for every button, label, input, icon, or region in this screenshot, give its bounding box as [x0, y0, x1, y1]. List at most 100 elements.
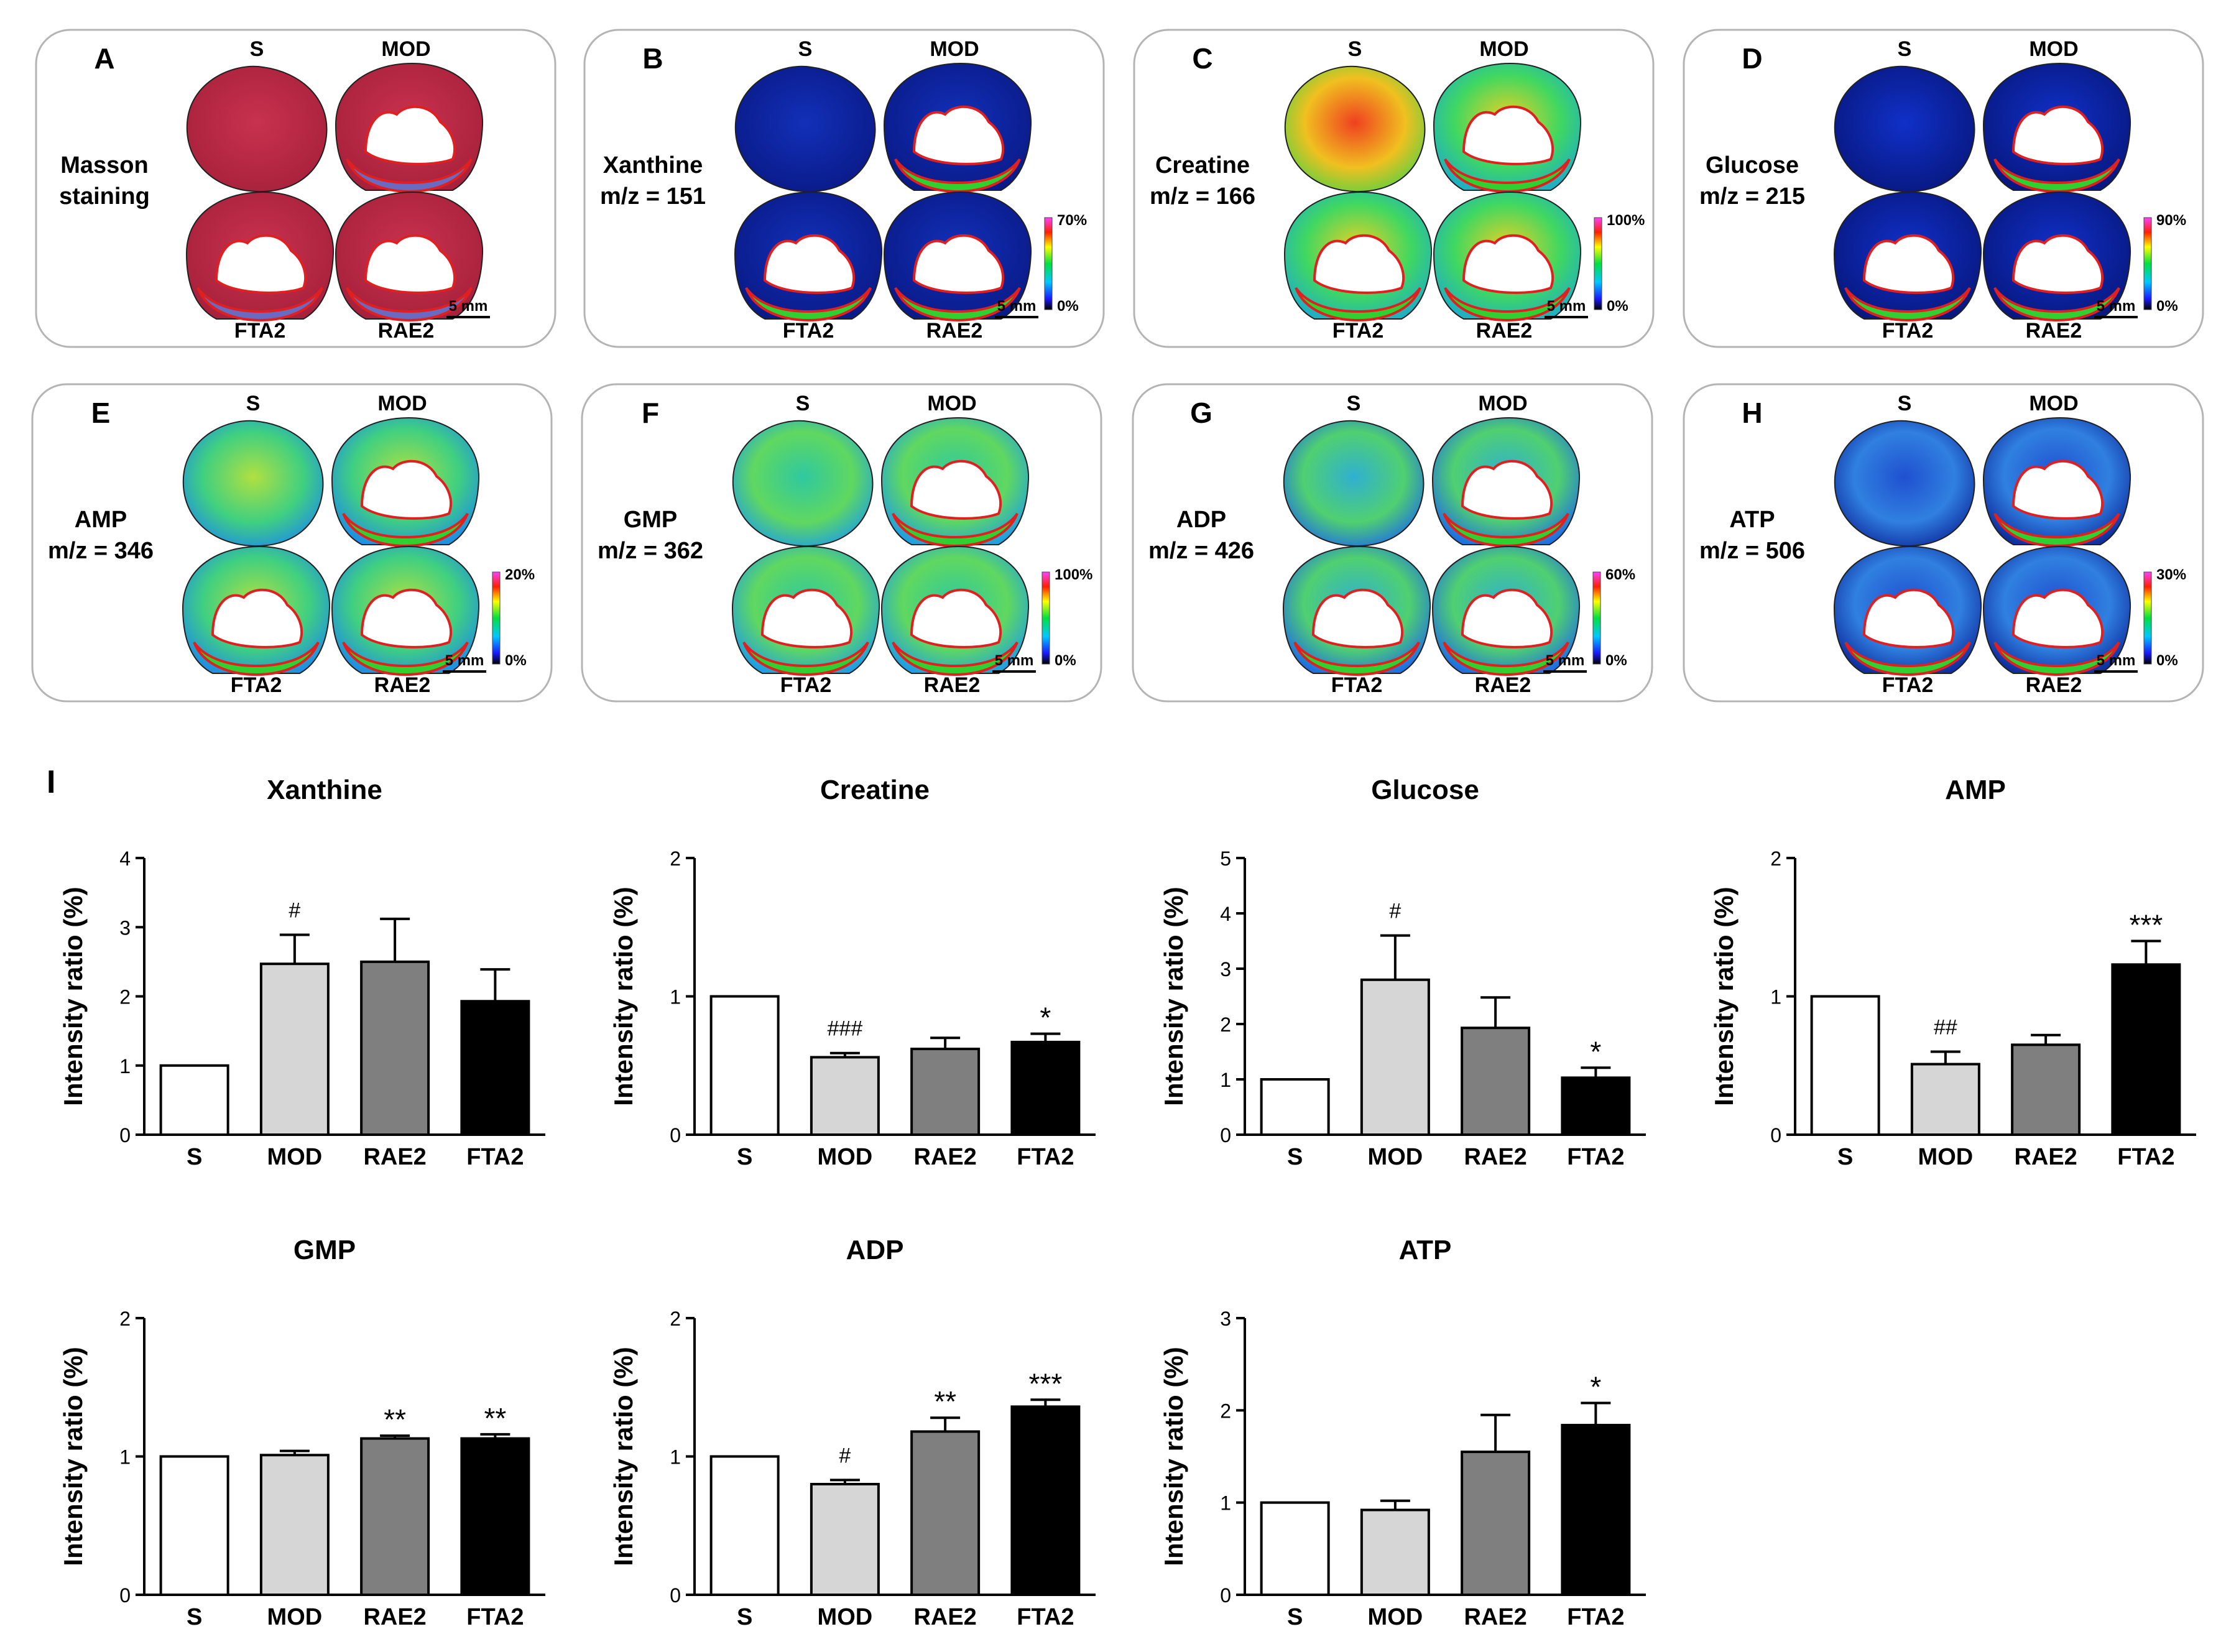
tissue-section	[1982, 417, 2131, 548]
y-axis-label: Intensity ratio (%)	[609, 1347, 638, 1566]
label-mod: MOD	[927, 392, 976, 415]
label-rae2: RAE2	[926, 319, 983, 343]
tissue-image-panels: A Masson staining S MOD FTA2 RAE2 5 mm B Xanthine…	[31, 29, 2204, 703]
label-mod: MOD	[1478, 392, 1527, 415]
metabolite-name: Masson	[60, 152, 148, 178]
bar-fta2	[1561, 1424, 1631, 1596]
bar-s	[159, 1064, 229, 1136]
metabolite-name: ADP	[1176, 507, 1226, 533]
bar-fta2	[1010, 1040, 1081, 1136]
panel-letter: C	[1192, 42, 1212, 75]
x-tick-label: FTA2	[1567, 1604, 1624, 1630]
x-tick-label: MOD	[1918, 1144, 1974, 1170]
bar-fta2	[1561, 1076, 1631, 1136]
x-tick-label: MOD	[818, 1604, 873, 1630]
bar-chart-atp: ATP Intensity ratio (%) 0 1 2 3 S MOD RAE2 FTA2 *	[1159, 1235, 1646, 1630]
panel-letter: F	[642, 397, 659, 429]
metabolite-name: ATP	[1729, 507, 1775, 533]
bar-rae2	[910, 1430, 981, 1596]
y-axis-label: Intensity ratio (%)	[58, 887, 88, 1105]
x-tick-label: RAE2	[913, 1604, 976, 1630]
label-s: S	[1898, 392, 1912, 415]
significance-mark: **	[384, 1403, 406, 1436]
tissue-section	[186, 65, 328, 193]
bar-s	[1810, 995, 1880, 1136]
bar-chart-adp: ADP Intensity ratio (%) 0 1 2 S MOD # RAE2 ** FTA2…	[609, 1235, 1096, 1630]
significance-mark: *	[1040, 1002, 1051, 1034]
x-tick-label: RAE2	[363, 1604, 426, 1630]
label-rae2: RAE2	[924, 673, 981, 697]
colorbar-max: 90%	[2156, 212, 2186, 229]
mz-value: m/z = 215	[1699, 183, 1805, 210]
y-tick-label: 2	[119, 986, 131, 1008]
significance-mark: ***	[1029, 1367, 1063, 1400]
bar-fta2	[460, 1437, 530, 1597]
y-axis-label: Intensity ratio (%)	[1159, 1347, 1188, 1566]
y-tick-label: 1	[1220, 1492, 1231, 1515]
colorbar-min: 0%	[1055, 652, 1076, 669]
y-tick-label: 1	[670, 986, 681, 1008]
y-tick-label: 0	[670, 1124, 681, 1147]
colorbar-min: 0%	[2156, 298, 2178, 315]
label-fta2: FTA2	[1882, 319, 1933, 343]
bar-rae2	[1461, 1027, 1531, 1137]
tissue-section	[1433, 62, 1582, 193]
y-tick-label: 0	[119, 1584, 131, 1607]
label-s: S	[798, 37, 813, 61]
x-tick-label: S	[1287, 1604, 1303, 1630]
tissue-section	[731, 545, 880, 676]
scale-bar-label: 5 mm	[997, 298, 1037, 315]
metabolite-name: GMP	[624, 507, 678, 533]
tissue-section	[1284, 65, 1426, 193]
mz-value: m/z = 151	[600, 183, 706, 210]
scale-bar-label: 5 mm	[2097, 652, 2136, 669]
y-tick-label: 5	[1220, 847, 1231, 870]
label-s: S	[796, 392, 810, 415]
mz-value: m/z = 362	[598, 538, 703, 564]
significance-mark: #	[1389, 900, 1401, 923]
colorbar	[492, 571, 501, 665]
x-tick-label: S	[1287, 1144, 1303, 1170]
label-s: S	[1898, 37, 1912, 61]
significance-mark: ###	[828, 1017, 863, 1041]
y-axis-label: Intensity ratio (%)	[58, 1347, 88, 1566]
bar-mod	[259, 1454, 330, 1596]
bar-rae2	[360, 960, 430, 1136]
x-tick-label: RAE2	[1464, 1144, 1526, 1170]
tissue-section	[1283, 420, 1425, 547]
metabolite-name: Glucose	[1706, 152, 1799, 178]
label-mod: MOD	[930, 37, 979, 61]
x-tick-label: FTA2	[1017, 1144, 1074, 1170]
colorbar-min: 0%	[2156, 652, 2178, 669]
label-mod: MOD	[377, 392, 427, 415]
y-tick-label: 3	[1220, 958, 1231, 981]
x-tick-label: S	[187, 1604, 202, 1630]
bar-rae2	[360, 1437, 430, 1597]
x-tick-label: MOD	[1368, 1604, 1423, 1630]
x-tick-label: RAE2	[913, 1144, 976, 1170]
label-rae2: RAE2	[1475, 673, 1531, 697]
y-tick-label: 1	[119, 1055, 131, 1077]
bar-chart-xanthine: Xanthine Intensity ratio (%) 0 1 2 3 4 S MOD # RAE…	[58, 775, 545, 1170]
label-fta2: FTA2	[1331, 673, 1382, 697]
x-tick-label: FTA2	[466, 1604, 524, 1630]
bar-s	[709, 1455, 780, 1596]
significance-mark: #	[289, 898, 300, 922]
y-axis-label: Intensity ratio (%)	[1709, 887, 1739, 1105]
y-tick-label: 1	[119, 1446, 131, 1469]
y-tick-label: 2	[670, 847, 681, 870]
label-mod: MOD	[381, 37, 430, 61]
panel-letter: B	[642, 42, 663, 75]
colorbar	[1592, 571, 1601, 665]
bar-s	[159, 1455, 229, 1596]
bar-s	[1260, 1501, 1330, 1596]
y-tick-label: 1	[1770, 986, 1781, 1008]
chart-title: ADP	[846, 1235, 904, 1265]
tissue-section	[1834, 420, 1975, 547]
y-tick-label: 2	[1770, 847, 1781, 870]
scale-bar-label: 5 mm	[449, 298, 488, 315]
y-tick-label: 2	[670, 1308, 681, 1330]
metabolite-name: Creatine	[1155, 152, 1250, 178]
tissue-section	[880, 417, 1030, 548]
chart-title: AMP	[1945, 775, 2006, 805]
